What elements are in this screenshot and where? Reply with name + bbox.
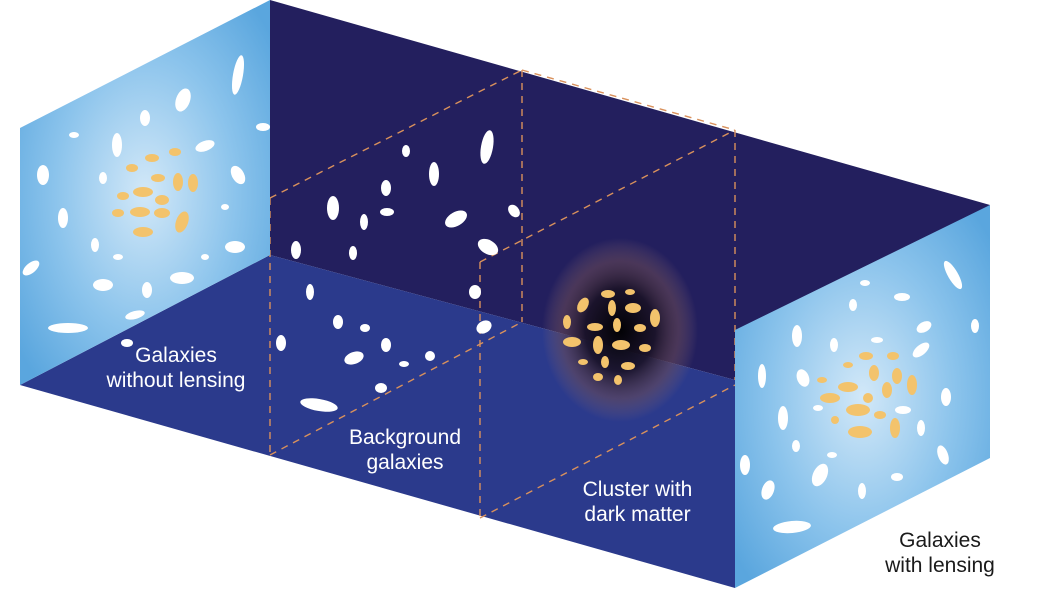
lensed-white-galaxies	[740, 260, 979, 534]
background-galaxies	[276, 130, 520, 412]
unlensed-white-galaxies	[22, 55, 270, 347]
unlensed-cluster-galaxies	[112, 148, 198, 237]
back-wall	[270, 0, 990, 380]
dark-matter-cluster	[542, 238, 698, 422]
lensed-cluster-galaxies	[817, 352, 917, 438]
label-with-lensing: Galaxies with lensing	[885, 529, 995, 577]
label-background-galaxies: Background galaxies	[348, 426, 462, 474]
label-cluster-dark-matter: Cluster with dark matter	[582, 478, 693, 526]
panel-with-lensing	[735, 205, 990, 588]
label-without-lensing: Galaxies without lensing	[106, 344, 246, 392]
panel-without-lensing	[20, 0, 270, 385]
